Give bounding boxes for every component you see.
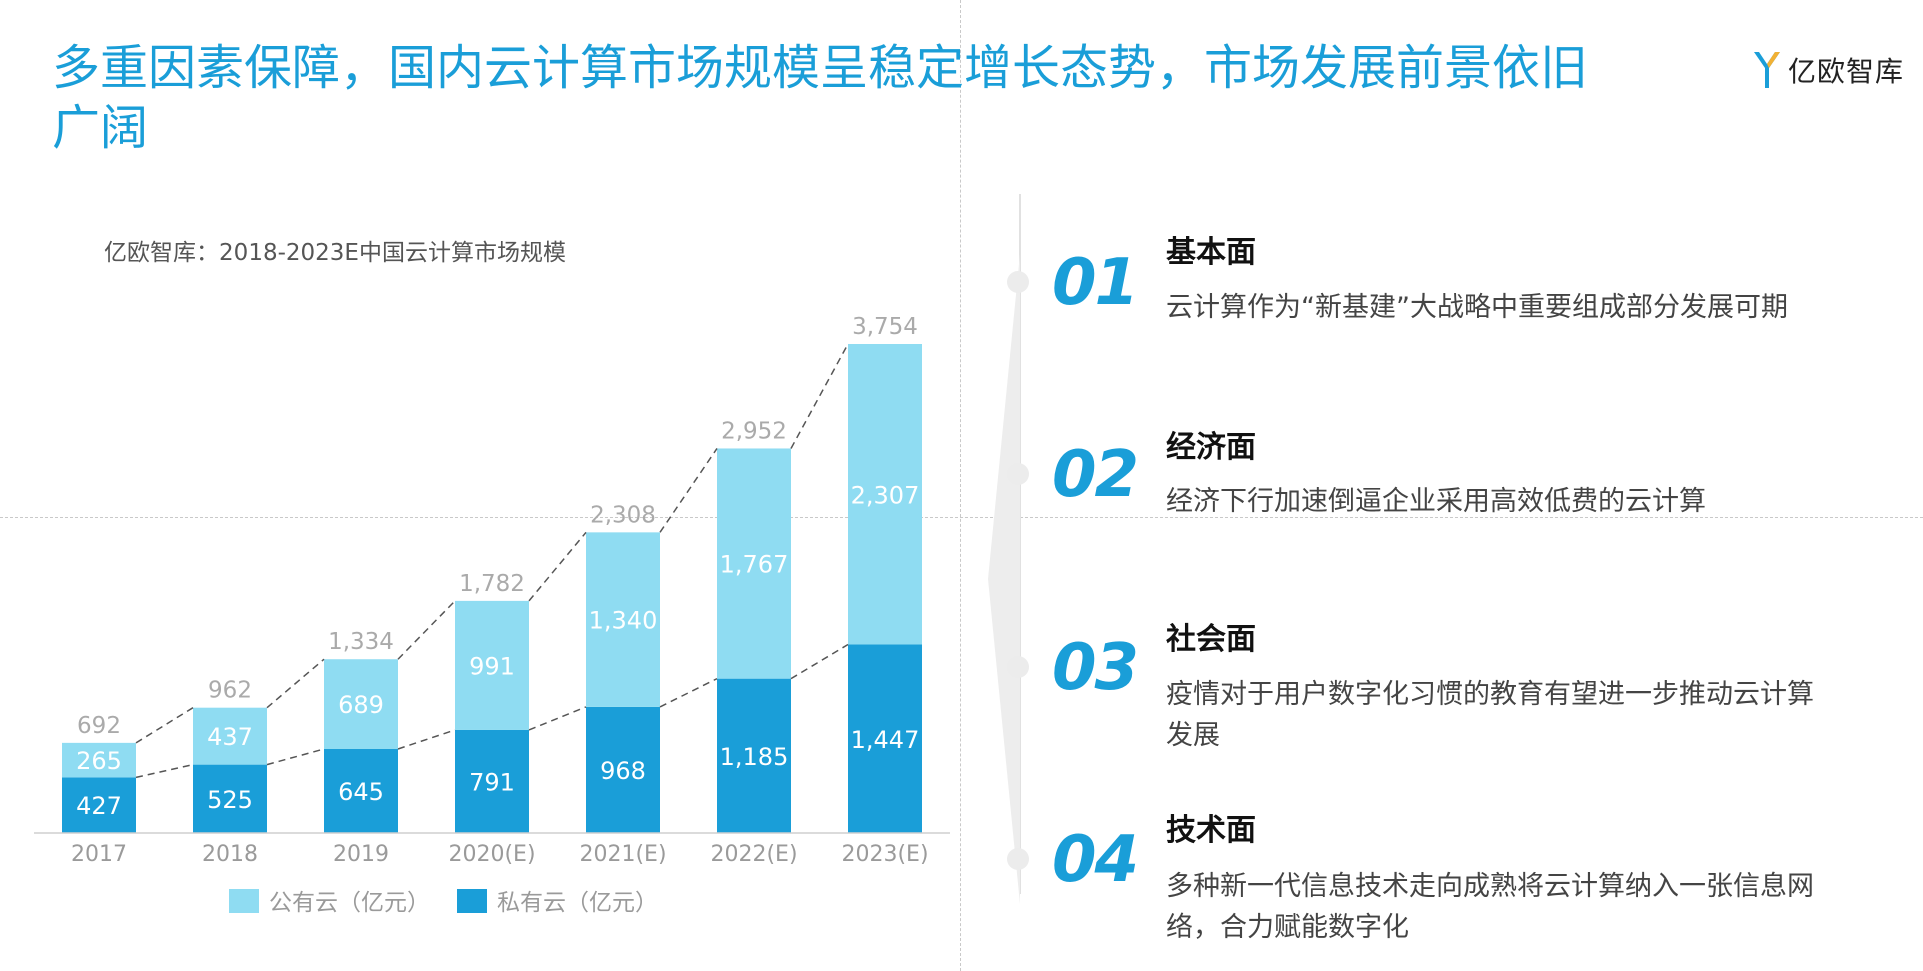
label-public: 689	[338, 691, 384, 719]
label-public: 2,307	[851, 481, 920, 509]
label-total: 692	[77, 713, 121, 739]
timeline-wedge	[988, 254, 1020, 904]
label-total: 962	[208, 678, 252, 704]
label-total: 2,952	[721, 418, 787, 444]
label-private: 968	[600, 757, 646, 785]
bar-private	[193, 764, 267, 833]
label-private: 525	[207, 786, 253, 814]
total-connector-line	[659, 448, 718, 533]
label-private: 645	[338, 778, 384, 806]
private-connector-line	[266, 748, 325, 766]
x-tick-label: 2017	[71, 842, 127, 867]
factor-title: 基本面	[1166, 235, 1256, 270]
timeline-dot	[1007, 463, 1029, 485]
factor-title: 经济面	[1166, 430, 1256, 465]
label-public: 1,767	[720, 551, 789, 579]
label-private: 1,185	[720, 743, 789, 771]
label-public: 437	[207, 723, 253, 751]
market-size-chart: 亿欧智库：2018-2023E中国云计算市场规模 427 265 692 2017 52…	[34, 240, 950, 916]
chart-title: 亿欧智库：2018-2023E中国云计算市场规模	[104, 240, 566, 266]
factor-number: 02	[1052, 438, 1139, 512]
label-public: 1,340	[589, 607, 658, 635]
label-total: 1,782	[459, 571, 525, 597]
bar-public	[455, 600, 529, 730]
page-title: 多重因素保障，国内云计算市场规模呈稳定增长态势，市场发展前景依旧广阔	[52, 40, 1589, 156]
chart-legend: 公有云（亿元） 私有云（亿元）	[229, 889, 658, 916]
factor-title: 社会面	[1166, 622, 1256, 657]
logo-text: 亿欧智库	[1788, 55, 1905, 88]
timeline-line	[1019, 194, 1021, 894]
bar-public	[193, 707, 267, 765]
bar-public	[848, 344, 922, 645]
bar-private	[586, 706, 660, 833]
private-connector-line	[790, 643, 849, 680]
total-connector-line	[528, 531, 587, 602]
bar-private	[848, 644, 922, 833]
factor-number: 04	[1052, 823, 1139, 897]
factor-description: 云计算作为“新基建”大战略中重要组成部分发展可期	[1166, 292, 1788, 323]
factor-number: 03	[1052, 631, 1139, 705]
label-private: 427	[76, 792, 122, 820]
private-connector-line	[135, 763, 194, 779]
x-tick-label: 2021(E)	[579, 842, 666, 867]
label-public: 265	[76, 747, 122, 775]
brand-logo: 亿欧智库	[1752, 48, 1904, 92]
total-connector-line	[397, 600, 456, 660]
label-private: 1,447	[851, 726, 920, 754]
x-tick-label: 2019	[333, 842, 389, 867]
x-tick-label: 2022(E)	[710, 842, 797, 867]
bar-public	[586, 532, 660, 707]
label-total: 1,334	[328, 629, 394, 655]
bar-public	[324, 659, 398, 749]
vertical-guide-line	[960, 0, 961, 971]
legend-label: 公有云（亿元）	[269, 890, 430, 916]
bar-private	[62, 777, 136, 833]
legend-swatch	[457, 889, 487, 913]
x-tick-label: 2018	[202, 842, 258, 867]
bar-public	[62, 742, 136, 778]
private-connector-line	[528, 706, 587, 731]
factor-description: 经济下行加速倒逼企业采用高效低费的云计算	[1166, 486, 1706, 517]
total-connector-line	[790, 343, 849, 449]
bar-private	[455, 729, 529, 833]
x-tick-label: 2020(E)	[448, 842, 535, 867]
bar-public	[717, 448, 791, 679]
factor-number: 01	[1052, 246, 1139, 320]
x-tick-label: 2023(E)	[841, 842, 928, 867]
factor-title: 技术面	[1166, 813, 1256, 848]
factor-description: 多种新一代信息技术走向成熟将云计算纳入一张信息网络，合力赋能数字化	[1166, 871, 1814, 943]
total-connector-line	[135, 707, 194, 744]
factor-description: 疫情对于用户数字化习惯的教育有望进一步推动云计算发展	[1166, 679, 1814, 751]
horizontal-guide-line	[0, 517, 1923, 518]
private-connector-line	[397, 729, 456, 750]
logo-icon	[1754, 52, 1780, 88]
private-connector-line	[659, 677, 718, 708]
bar-private	[324, 748, 398, 833]
bars-layer: 427 265 692 2017 525 437 962 2018 645 689 1,334 201…	[62, 314, 929, 867]
legend-swatch	[229, 889, 259, 913]
legend-label: 私有云（亿元）	[497, 890, 658, 916]
label-total: 2,308	[590, 502, 656, 528]
label-total: 3,754	[852, 314, 918, 340]
timeline-dot	[1007, 271, 1029, 293]
bar-private	[717, 678, 791, 833]
timeline-dot	[1007, 656, 1029, 678]
label-public: 991	[469, 652, 515, 680]
timeline-dot	[1007, 848, 1029, 870]
total-connector-line	[266, 658, 325, 709]
label-private: 791	[469, 768, 515, 796]
